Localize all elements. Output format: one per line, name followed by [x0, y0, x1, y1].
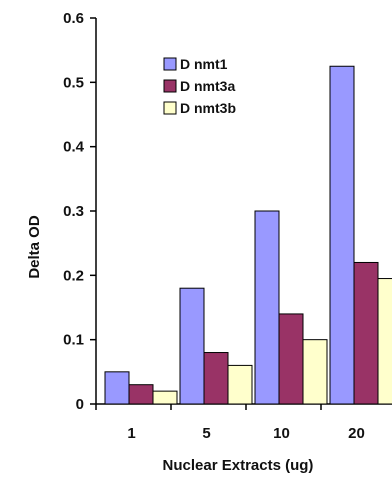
bar-d-nmt1-10 [254, 210, 280, 405]
bar-d-nmt3a-20 [353, 261, 379, 405]
y-tick-label: 0 [76, 396, 84, 413]
legend-label: D nmt3b [180, 100, 236, 116]
bar-d-nmt1-5 [179, 287, 205, 405]
bar-d-nmt3a-1 [128, 384, 154, 405]
x-axis-title: Nuclear Extracts (ug) [163, 457, 314, 474]
y-tick-label: 0.1 [63, 332, 84, 349]
legend-swatch [163, 79, 177, 93]
bar-d-nmt3a-5 [203, 352, 229, 405]
y-tick-label: 0.6 [63, 10, 84, 27]
bar-d-nmt3b-5 [227, 364, 253, 405]
x-tick-label: 20 [348, 425, 365, 442]
legend-label: D nmt1 [180, 56, 228, 72]
bar-d-nmt1-1 [104, 371, 130, 405]
y-axis: 0 0.1 0.2 0.3 0.4 0.5 0.6 [63, 10, 97, 413]
y-tick-label: 0.3 [63, 203, 84, 220]
x-tick-label: 1 [127, 425, 135, 442]
x-tick-label: 10 [273, 425, 290, 442]
y-tick-label: 0.5 [63, 74, 84, 91]
legend: D nmt1 D nmt3a D nmt3b [163, 56, 236, 116]
x-tick-label: 5 [202, 425, 210, 442]
y-axis-title: Delta OD [26, 215, 43, 279]
y-tick-label: 0.2 [63, 267, 84, 284]
bars [104, 65, 392, 405]
legend-swatch [163, 57, 177, 71]
bar-d-nmt3b-10 [302, 339, 328, 405]
x-axis: 1 5 10 20 [95, 403, 392, 442]
bar-d-nmt3b-20 [377, 278, 392, 405]
bar-d-nmt3b-1 [152, 390, 178, 405]
bar-d-nmt3a-10 [278, 313, 304, 405]
legend-label: D nmt3a [180, 78, 235, 94]
bar-d-nmt1-20 [329, 65, 355, 405]
y-tick-label: 0.4 [63, 139, 85, 156]
legend-swatch [163, 101, 177, 115]
